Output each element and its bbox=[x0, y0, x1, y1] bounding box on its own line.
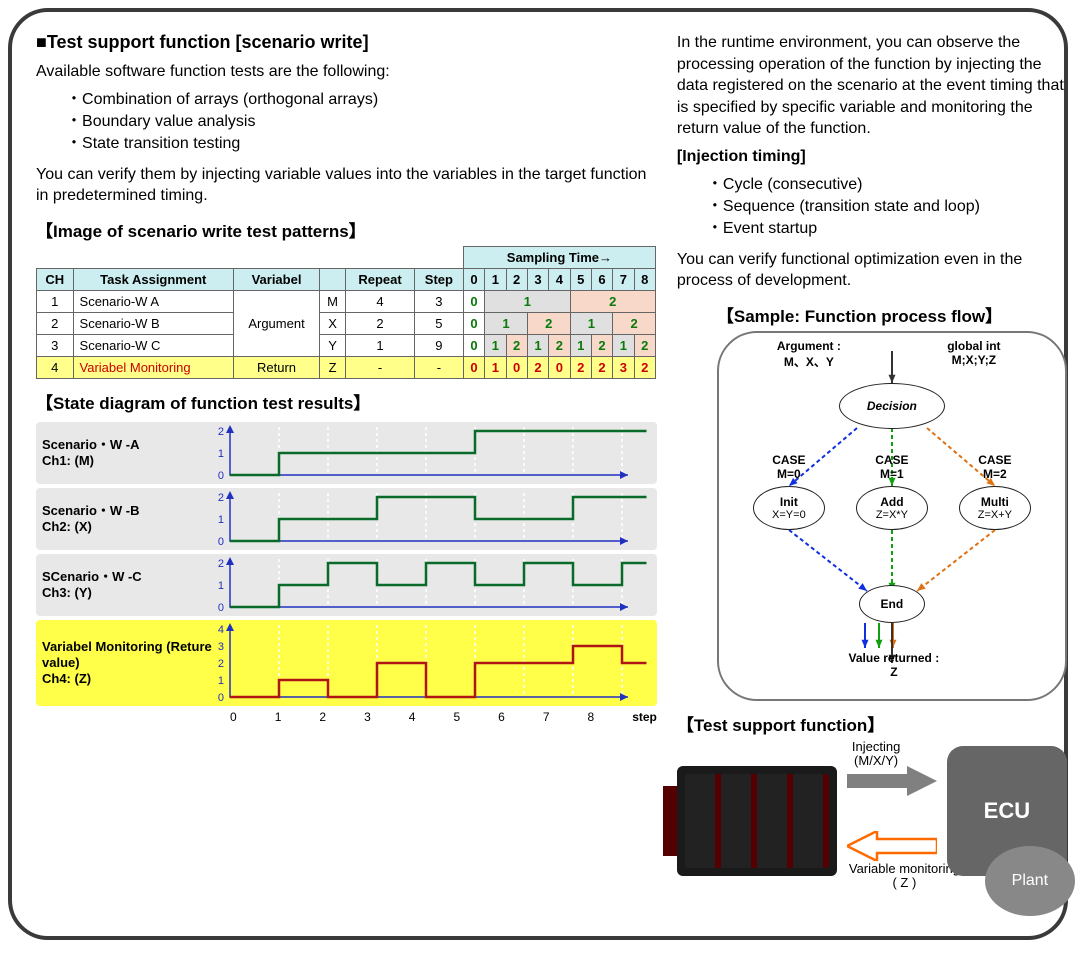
injection-bullets: Cycle (consecutive)Sequence (transition … bbox=[677, 174, 1067, 241]
chart-row: Scenario・W -ACh1: (M) 0 1 2 bbox=[36, 422, 657, 484]
svg-text:4: 4 bbox=[218, 624, 224, 636]
left-column: ■Test support function [scenario write] … bbox=[36, 32, 657, 916]
table-row: 2Scenario-W BX2501212 bbox=[37, 312, 656, 334]
svg-text:0: 0 bbox=[218, 470, 224, 481]
monitoring-arrow-icon bbox=[847, 831, 937, 861]
svg-text:3: 3 bbox=[218, 641, 224, 653]
arg-label: Argument :M、X、Y bbox=[759, 339, 859, 370]
chart-label: Scenario・W -BCh2: (X) bbox=[42, 503, 212, 536]
runtime-para: In the runtime environment, you can obse… bbox=[677, 32, 1067, 140]
svg-text:1: 1 bbox=[218, 675, 224, 687]
col-header: 7 bbox=[613, 268, 634, 290]
col-header: Variabel bbox=[234, 268, 320, 290]
col-header: 6 bbox=[591, 268, 612, 290]
x-axis-labels: 012345678step bbox=[212, 710, 657, 724]
col-header: 2 bbox=[506, 268, 527, 290]
svg-text:2: 2 bbox=[218, 492, 224, 504]
document-frame: ■Test support function [scenario write] … bbox=[8, 8, 1068, 940]
bullet-item: Cycle (consecutive) bbox=[707, 174, 1067, 196]
col-header: 5 bbox=[570, 268, 591, 290]
table-row: 4Variabel MonitoringReturnZ--010202232 bbox=[37, 356, 656, 378]
svg-text:0: 0 bbox=[218, 536, 224, 547]
col-header: 8 bbox=[634, 268, 655, 290]
chart-row: Variabel Monitoring (Reture value)Ch4: (… bbox=[36, 620, 657, 706]
case-label: CASEM=2 bbox=[965, 453, 1025, 481]
right-column: In the runtime environment, you can obse… bbox=[677, 32, 1067, 916]
device-hardware bbox=[677, 766, 837, 876]
col-header: Task Assignment bbox=[73, 268, 234, 290]
col-header bbox=[320, 268, 346, 290]
svg-text:2: 2 bbox=[218, 658, 224, 670]
device-title: 【Test support function】 bbox=[677, 711, 1067, 736]
page-title: ■Test support function [scenario write] bbox=[36, 32, 657, 53]
right-foot: You can verify functional optimization e… bbox=[677, 249, 1067, 292]
return-label: Value returned :Z bbox=[839, 651, 949, 679]
intro-foot: You can verify them by injecting variabl… bbox=[36, 164, 657, 207]
injecting-arrow-icon bbox=[847, 766, 937, 796]
table-row: 3Scenario-W CY19012121212 bbox=[37, 334, 656, 356]
injection-heading: [Injection timing] bbox=[677, 146, 1067, 168]
col-header: 1 bbox=[485, 268, 506, 290]
end-node: End bbox=[859, 585, 925, 623]
case-node: InitX=Y=0 bbox=[753, 486, 825, 530]
col-header: Step bbox=[414, 268, 463, 290]
plant-circle: Plant bbox=[985, 846, 1075, 916]
svg-text:1: 1 bbox=[218, 580, 224, 592]
chart-svg: 0 1 2 bbox=[212, 425, 651, 481]
svg-text:0: 0 bbox=[218, 602, 224, 613]
col-header: 3 bbox=[527, 268, 548, 290]
chart-label: Scenario・W -ACh1: (M) bbox=[42, 437, 212, 470]
svg-text:1: 1 bbox=[218, 448, 224, 460]
global-label: global intM;X;Y;Z bbox=[919, 339, 1029, 367]
chart-row: SCenario・W -CCh3: (Y) 0 1 2 bbox=[36, 554, 657, 616]
case-label: CASEM=1 bbox=[862, 453, 922, 481]
bullet-item: State transition testing bbox=[66, 133, 657, 155]
svg-text:2: 2 bbox=[218, 558, 224, 570]
test-bullets: Combination of arrays (orthogonal arrays… bbox=[36, 89, 657, 156]
col-header: 4 bbox=[549, 268, 570, 290]
case-node: MultiZ=X+Y bbox=[959, 486, 1031, 530]
svg-text:0: 0 bbox=[218, 692, 224, 703]
chart-svg: 0 1 2 bbox=[212, 557, 651, 613]
col-header: 0 bbox=[463, 268, 484, 290]
chart-row: Scenario・W -BCh2: (X) 0 1 2 bbox=[36, 488, 657, 550]
col-header: Repeat bbox=[346, 268, 415, 290]
svg-text:2: 2 bbox=[218, 426, 224, 438]
bullet-item: Combination of arrays (orthogonal arrays… bbox=[66, 89, 657, 111]
diagram-title: 【State diagram of function test results】 bbox=[36, 389, 657, 414]
decision-node: Decision bbox=[839, 383, 945, 429]
col-header: CH bbox=[37, 268, 74, 290]
bullet-item: Event startup bbox=[707, 218, 1067, 240]
device-area: Injecting(M/X/Y) Variable monitoring( Z … bbox=[677, 746, 1067, 916]
bullet-item: Sequence (transition state and loop) bbox=[707, 196, 1067, 218]
chart-label: Variabel Monitoring (Reture value)Ch4: (… bbox=[42, 639, 212, 688]
flow-title: 【Sample: Function process flow】 bbox=[717, 302, 1067, 327]
inject-label: Injecting(M/X/Y) bbox=[852, 740, 900, 769]
case-label: CASEM=0 bbox=[759, 453, 819, 481]
patterns-table: Sampling Time→ CHTask AssignmentVariabel R… bbox=[36, 246, 656, 379]
bullet-item: Boundary value analysis bbox=[66, 111, 657, 133]
intro-text: Available software function tests are th… bbox=[36, 61, 657, 83]
patterns-title: 【Image of scenario write test patterns】 bbox=[36, 217, 657, 242]
flow-diagram: Argument :M、X、Y global intM;X;Y;Z Decision… bbox=[717, 331, 1067, 701]
chart-svg: 0 1 2 bbox=[212, 491, 651, 547]
case-node: AddZ=X*Y bbox=[856, 486, 928, 530]
step-charts: Scenario・W -ACh1: (M)012Scenario・W -BCh2… bbox=[36, 422, 657, 724]
chart-svg: 0 1 2 3 4 bbox=[212, 623, 651, 703]
monitor-label: Variable monitoring( Z ) bbox=[849, 862, 960, 891]
table-row: 1Scenario-W AArgumentM43012 bbox=[37, 290, 656, 312]
chart-label: SCenario・W -CCh3: (Y) bbox=[42, 569, 212, 602]
sampling-header: Sampling Time→ bbox=[463, 246, 655, 268]
svg-text:1: 1 bbox=[218, 514, 224, 526]
